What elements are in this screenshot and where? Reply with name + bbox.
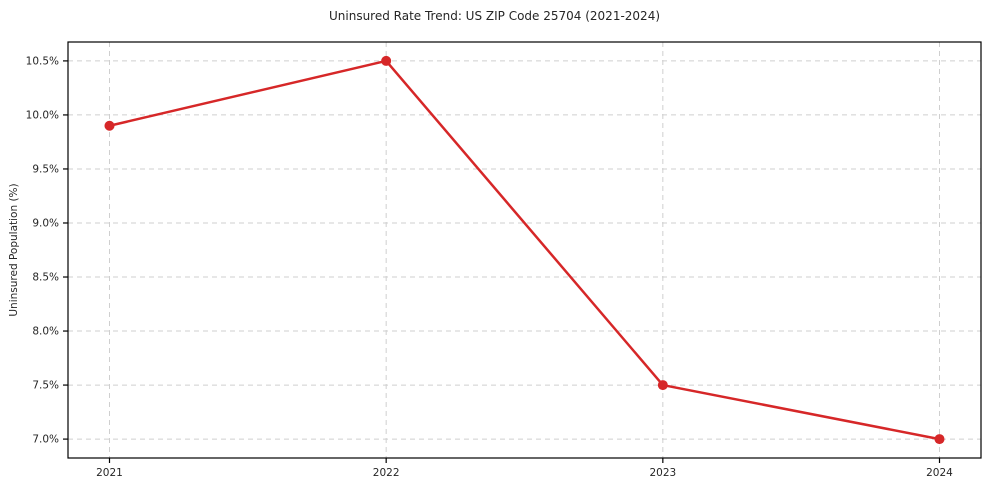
chart-title: Uninsured Rate Trend: US ZIP Code 25704 … (328, 9, 661, 23)
y-tick-label: 9.0% (32, 217, 59, 229)
y-tick-label: 7.0% (32, 434, 59, 446)
y-tick-label: 10.0% (26, 109, 59, 121)
x-tick-label: 2024 (926, 467, 953, 479)
data-line (108, 59, 941, 441)
x-tick-label: 2021 (96, 467, 123, 479)
x-tick-label: 2022 (373, 467, 400, 479)
data-point (934, 434, 945, 445)
data-point (657, 380, 668, 391)
y-tick-label: 7.5% (32, 380, 59, 392)
data-point (381, 55, 392, 66)
y-tick-label: 9.5% (32, 163, 59, 175)
y-tick-label: 8.0% (32, 326, 59, 338)
data-point (104, 120, 115, 131)
y-tick-label: 10.5% (26, 55, 59, 67)
axes-spines (67, 41, 982, 459)
x-tick-label: 2023 (649, 467, 676, 479)
y-tick-label: 8.5% (32, 272, 59, 284)
